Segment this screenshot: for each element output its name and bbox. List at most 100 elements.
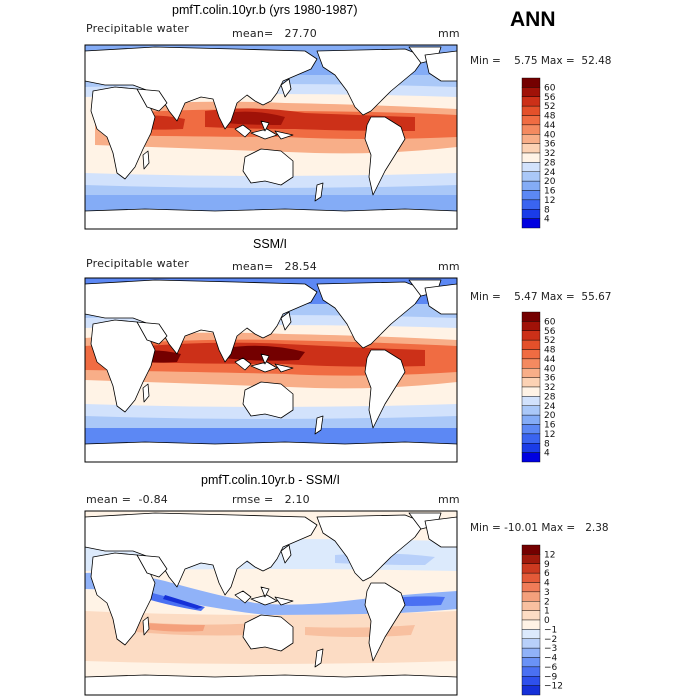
colorbar-swatch: [521, 358, 541, 369]
colorbar-level-label: 6: [544, 569, 550, 579]
colorbar-level-label: 40: [544, 130, 556, 140]
colorbar-swatch: [521, 647, 541, 658]
colorbar-swatch: [521, 339, 541, 350]
colorbar-swatch: [521, 143, 541, 154]
colorbar-level-label: 4: [544, 449, 550, 459]
season-label: ANN: [510, 8, 556, 31]
madagascar-land: [142, 150, 150, 170]
new-zealand-land: [314, 415, 324, 435]
colorbar-swatch: [521, 554, 541, 564]
colorbar-swatch: [521, 563, 541, 574]
colorbar-swatch: [521, 601, 541, 611]
colorbar-swatch: [521, 424, 541, 435]
arabia-land: [136, 88, 168, 112]
antarctica-land: [84, 674, 458, 696]
colorbar-swatch: [521, 368, 541, 378]
colorbar-level-label: 32: [544, 149, 555, 159]
south-america-land: [364, 349, 406, 429]
map-frame: [84, 277, 458, 463]
panel3-map: [84, 510, 458, 696]
panel2-mean: mean= 28.54: [232, 260, 317, 273]
panel2-minmax: Min = 5.47 Max = 55.67: [470, 291, 611, 303]
colorbar-swatch: [521, 414, 541, 425]
colorbar-swatch: [521, 572, 541, 583]
coastlines: [84, 512, 458, 696]
colorbar-level-label: 28: [544, 158, 556, 168]
colorbar-level-label: 0: [544, 616, 550, 626]
coastlines: [84, 279, 458, 463]
panel1-variable: Precipitable water: [86, 22, 189, 35]
japan-land: [280, 311, 292, 331]
colorbar-level-label: 40: [544, 364, 556, 374]
colorbar-level-label: 16: [544, 187, 556, 197]
colorbar-swatch: [521, 124, 541, 135]
panel1-minmax: Min = 5.75 Max = 52.48: [470, 55, 611, 67]
colorbar-level-label: −3: [544, 644, 557, 654]
colorbar-level-label: 24: [544, 168, 556, 178]
colorbar-swatch: [521, 218, 541, 229]
colorbar-swatch: [521, 377, 541, 388]
new-zealand-land: [314, 182, 324, 202]
colorbar-swatch: [521, 162, 541, 172]
colorbar-swatch: [521, 96, 541, 107]
map-frame: [84, 44, 458, 230]
colorbar-level-label: 12: [544, 550, 555, 560]
colorbar-level-label: 20: [544, 411, 556, 421]
colorbar-level-label: 20: [544, 177, 556, 187]
panel1-map: [84, 44, 458, 230]
south-america-land: [364, 116, 406, 196]
colorbar-swatch: [521, 105, 541, 116]
colorbar-level-label: 60: [544, 317, 556, 327]
maritime-islands-land: [234, 586, 294, 606]
panel2-min-label: Min =: [470, 291, 501, 303]
contour-band: [85, 572, 457, 617]
panel3-max-value: 2.38: [585, 522, 609, 534]
colorbar-swatch: [521, 321, 541, 331]
panel2-map: [84, 277, 458, 463]
colorbar-swatch: [521, 582, 541, 593]
japan-land: [280, 78, 292, 98]
colorbar-level-label: 60: [544, 83, 556, 93]
colorbar-swatch: [521, 171, 541, 182]
panel3-rmse: rmse = 2.10: [232, 493, 310, 506]
panel1-min-value: 5.75: [514, 55, 538, 67]
panel3-max-label: Max =: [541, 522, 576, 534]
colorbar-level-label: 24: [544, 402, 556, 412]
contour-band: [145, 623, 205, 632]
colorbar-level-label: −2: [544, 635, 557, 645]
colorbar-level-label: 12: [544, 430, 555, 440]
colorbar-level-label: −6: [544, 663, 558, 673]
colorbar-swatch: [521, 638, 541, 649]
contour-band: [225, 111, 285, 125]
panel2-max-label: Max =: [540, 291, 575, 303]
coastlines: [84, 46, 458, 230]
colorbar-level-label: 56: [544, 93, 556, 103]
colorbar-level-label: −1: [544, 625, 557, 635]
colorbar-swatch: [521, 180, 541, 191]
panel2-max-value: 55.67: [581, 291, 612, 303]
panel1-mean-label: mean=: [232, 27, 274, 40]
maritime-islands-land: [234, 120, 294, 140]
colorbar-swatch: [521, 619, 541, 630]
colorbar-swatch: [521, 152, 541, 163]
australia-land: [242, 148, 294, 186]
colorbar-level-label: 56: [544, 327, 556, 337]
madagascar-land: [142, 383, 150, 403]
colorbar-swatch: [521, 396, 541, 406]
colorbar-level-label: 4: [544, 579, 550, 589]
australia-land: [242, 381, 294, 419]
colorbar-level-label: 1: [544, 607, 550, 617]
colorbar-swatch: [521, 77, 541, 88]
colorbar-swatch: [521, 190, 541, 201]
europe-land: [424, 50, 458, 82]
colorbar-level-label: 36: [544, 374, 556, 384]
panel1-units: mm: [438, 27, 460, 40]
panel3-rmse-value: 2.10: [284, 493, 310, 506]
colorbar-swatch: [521, 433, 541, 444]
colorbar-level-label: −4: [544, 654, 558, 664]
panel3-units: mm: [438, 493, 460, 506]
colorbar-swatch: [521, 544, 541, 555]
colorbar-level-label: 4: [544, 215, 550, 225]
